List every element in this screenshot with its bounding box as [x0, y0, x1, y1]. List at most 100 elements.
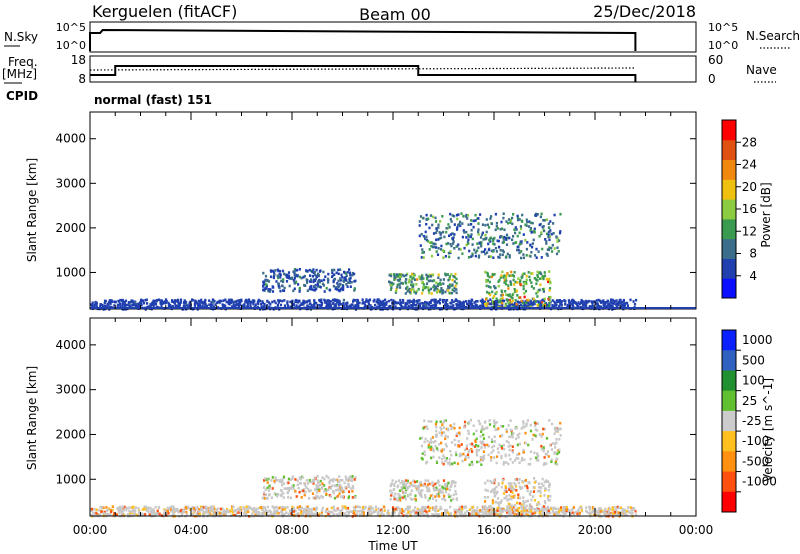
velocity-cell-756 — [98, 508, 101, 512]
power-cell-881 — [274, 301, 277, 305]
power-cell-1399 — [293, 277, 296, 280]
velocity-cell-2232 — [539, 508, 542, 511]
velocity-cell-1357 — [279, 479, 283, 482]
velocity-cell-1140 — [383, 509, 386, 512]
velocity-cell-239 — [448, 512, 451, 516]
velocity-cell-1958 — [449, 424, 452, 427]
velocity-cell-1403 — [330, 478, 333, 482]
velocity-cell-442 — [604, 511, 607, 515]
velocity-cell-1519 — [435, 486, 438, 490]
power-cell-1655 — [465, 236, 468, 239]
velocity-cell-1362 — [311, 492, 315, 495]
velocity-cell-1328 — [262, 491, 265, 495]
power-cell-354 — [291, 299, 294, 303]
velocity-cell-1091 — [111, 505, 114, 508]
velocity-cell-708 — [567, 508, 570, 511]
power-cell-1318 — [344, 271, 347, 275]
velocity-cell-2210 — [515, 509, 518, 512]
velocity-cell-1368 — [338, 480, 341, 484]
velocity-cell-1503 — [438, 491, 441, 494]
velocity-cell-897 — [126, 513, 130, 516]
velocity-cell-1800 — [529, 462, 532, 466]
power-cell-2048 — [486, 302, 489, 305]
power-cell-725 — [286, 304, 290, 307]
velocity-cell-1741 — [555, 441, 558, 444]
power-cell-161 — [467, 299, 470, 303]
power-cell-2219 — [537, 303, 540, 306]
velocity-cell-1633 — [394, 492, 397, 496]
velocity-cell-1582 — [444, 485, 447, 489]
power-cell-1472 — [453, 280, 456, 283]
power-cell-1743 — [553, 247, 556, 250]
velocity-cell-1902 — [435, 435, 438, 438]
velocity-colorbar-seg-5 — [722, 431, 736, 452]
power-cell-484 — [208, 299, 211, 302]
power-cell-1796 — [499, 249, 502, 252]
velocity-cell-2131 — [496, 509, 499, 512]
velocity-cell-1955 — [448, 457, 451, 461]
power-cell-1409 — [262, 284, 265, 288]
velocity-cell-1825 — [546, 450, 549, 453]
power-cell-1132 — [376, 305, 379, 309]
power-cell-1343 — [341, 276, 344, 279]
velocity-cell-1471 — [428, 497, 431, 500]
velocity-cell-1850 — [471, 450, 474, 453]
power-cell-2127 — [538, 288, 541, 292]
velocity-cell-895 — [453, 513, 456, 517]
power-cell-1386 — [314, 279, 317, 282]
power-cell-1016 — [171, 299, 174, 302]
power-cell-1556 — [391, 283, 394, 286]
power-colorbar-seg-6 — [722, 159, 736, 180]
velocity-cell-611 — [156, 512, 159, 515]
velocity-cell-1438 — [318, 489, 321, 493]
velocity-cell-1707 — [545, 462, 548, 465]
velocity-cell-450 — [617, 513, 620, 516]
velocity-cell-1831 — [420, 444, 424, 448]
power-cell-1716 — [486, 251, 489, 254]
power-cell-56 — [481, 298, 484, 301]
power-cell-1932 — [474, 254, 477, 258]
power-cell-1433 — [345, 283, 348, 286]
power-cell-1892 — [529, 221, 532, 225]
power-colorbar-seg-4 — [722, 199, 736, 220]
velocity-cell-808 — [545, 508, 548, 511]
power-cell-1787 — [558, 239, 561, 242]
power-cell-753 — [394, 301, 397, 304]
power-cell-863 — [564, 300, 567, 303]
velocity-cell-452 — [597, 511, 600, 514]
power-cell-1298 — [303, 274, 306, 278]
velocity-cell-882 — [109, 513, 112, 516]
power-cell-1316 — [277, 276, 280, 280]
velocity-colorbar-tick-label-5: -100 — [742, 434, 769, 448]
velocity-cell-971 — [208, 507, 211, 510]
velocity-cell-900 — [195, 507, 198, 511]
velocity-cell-1625 — [444, 483, 447, 486]
velocity-cell-1254 — [316, 481, 320, 484]
power-cell-1171 — [121, 299, 124, 303]
power-cell-1677 — [509, 218, 512, 222]
velocity-cell-1111 — [167, 511, 170, 515]
velocity-cell-1045 — [372, 511, 375, 514]
power-cell-771 — [527, 304, 531, 308]
power-cell-1017 — [537, 300, 540, 303]
power-cell-1179 — [337, 302, 340, 305]
velocity-cell-1903 — [426, 427, 429, 431]
velocity-cell-513 — [572, 506, 576, 509]
velocity-cell-899 — [183, 509, 186, 513]
velocity-cell-662 — [361, 511, 364, 514]
velocity-cell-198 — [453, 508, 456, 512]
velocity-cell-2030 — [525, 511, 528, 514]
power-cell-1550 — [393, 278, 396, 281]
power-cell-648 — [159, 302, 162, 305]
velocity-cell-1331 — [280, 480, 283, 484]
power-cell-1537 — [447, 278, 450, 282]
velocity-cell-1462 — [446, 484, 449, 488]
velocity-cell-309 — [239, 506, 242, 509]
velocity-cell-1621 — [433, 488, 436, 491]
velocity-cell-1348 — [314, 488, 317, 492]
power-cell-694 — [560, 300, 563, 303]
velocity-cell-167 — [494, 510, 497, 513]
power-cell-1211 — [306, 281, 309, 284]
velocity-cell-1085 — [306, 510, 309, 514]
velocity-cell-1600 — [453, 481, 456, 484]
